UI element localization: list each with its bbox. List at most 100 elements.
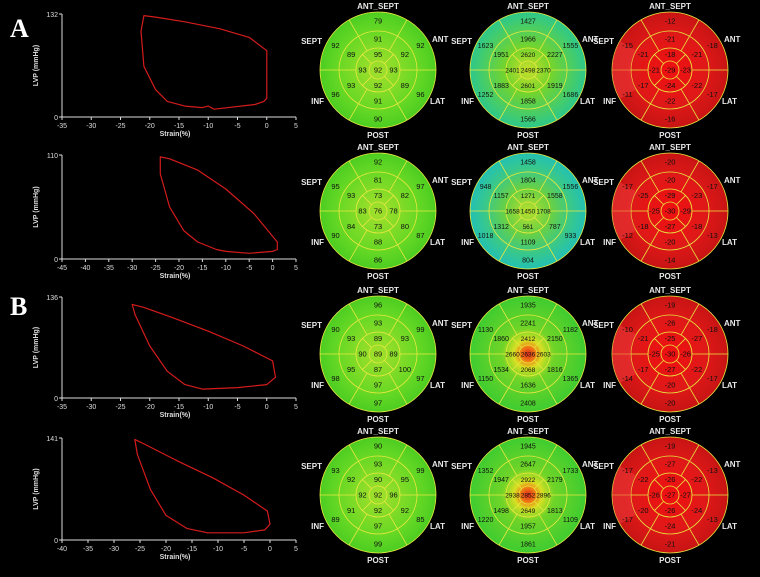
segment-divider: [348, 88, 368, 121]
segment-value: 78: [389, 207, 397, 216]
segment-divider: [512, 338, 522, 348]
y-axis-label: LVP (mmHg): [33, 45, 40, 86]
segment-divider: [680, 160, 700, 193]
segment-value: -29: [665, 191, 676, 200]
segment-value: 91: [374, 35, 382, 44]
label-lat: LAT: [580, 238, 595, 247]
y-axis-label: LVP (mmHg): [33, 468, 40, 509]
segment-value: -25: [649, 207, 660, 216]
label-ant: ANT: [724, 319, 741, 328]
segment-value: 1919: [547, 83, 563, 90]
segment-value: 1458: [520, 160, 536, 167]
segment-divider: [538, 160, 558, 193]
x-tick-label: -30: [86, 404, 96, 411]
label-ant: ANT: [724, 176, 741, 185]
segment-value: 73: [374, 191, 382, 200]
segment-divider: [498, 160, 518, 193]
segment-divider: [538, 229, 558, 262]
bullseye-disk: [320, 12, 436, 128]
segment-value: 92: [374, 491, 382, 500]
bullseye-disk: [612, 12, 728, 128]
segment-divider: [498, 88, 518, 121]
segment-value: -18: [707, 41, 718, 50]
segment-value: 1150: [478, 376, 493, 383]
segment-divider: [348, 372, 368, 405]
label-ant-sept: ANT_SEPT: [357, 427, 399, 436]
segment-value: 2068: [521, 367, 536, 374]
label-inf: INF: [311, 381, 324, 390]
segment-value: 93: [347, 81, 355, 90]
segment-divider: [538, 444, 558, 477]
segment-value: 93: [331, 466, 339, 475]
bullseye-plot-12: -19-13-13-21-17-17-27-22-24-24-20-22 -26-…: [593, 427, 740, 565]
bullseye-disk: [612, 437, 728, 553]
label-sept: SEPT: [301, 321, 322, 330]
segment-value: 2620: [521, 52, 536, 59]
y-tick-label: 132: [46, 12, 58, 19]
segment-divider: [362, 501, 372, 511]
segment-value: 1858: [520, 99, 536, 106]
segment-divider: [388, 19, 408, 52]
label-inf: INF: [603, 238, 616, 247]
segment-divider: [680, 229, 700, 262]
segment-value: -21: [638, 334, 649, 343]
label-sept: SEPT: [301, 37, 322, 46]
pv-loop-line: [159, 156, 278, 254]
segment-value: -17: [622, 515, 633, 524]
segment-divider: [512, 54, 522, 64]
x-tick-label: 0: [268, 546, 272, 553]
label-inf: INF: [603, 522, 616, 531]
segment-value: 90: [374, 442, 382, 451]
segment-divider: [362, 54, 372, 64]
segment-value: 90: [374, 475, 382, 484]
segment-divider: [676, 195, 686, 205]
segment-value: 95: [401, 475, 409, 484]
label-post: POST: [659, 556, 681, 565]
segment-divider: [348, 19, 368, 52]
bullseye-plot-9: -19-18-17-20-14-10-26-27-22-20-17-21 -25-…: [593, 286, 740, 424]
segment-value: 92: [374, 81, 382, 90]
segment-value: 2649: [521, 508, 536, 515]
y-tick-label: 0: [54, 538, 58, 545]
segment-divider: [388, 88, 408, 121]
segment-value: 93: [347, 334, 355, 343]
label-ant-sept: ANT_SEPT: [507, 143, 549, 152]
bullseye-disk: [320, 296, 436, 412]
segment-value: -22: [665, 97, 676, 106]
segment-divider: [680, 88, 700, 121]
segment-value: 1566: [520, 117, 536, 124]
segment-divider: [538, 88, 558, 121]
segment-value: 561: [523, 224, 534, 231]
segment-value: 95: [347, 365, 355, 374]
label-post: POST: [517, 272, 539, 281]
segment-divider: [640, 444, 660, 477]
label-sept: SEPT: [301, 462, 322, 471]
segment-value: 92: [331, 41, 339, 50]
segment-value: 97: [374, 522, 382, 531]
x-tick-label: -10: [213, 546, 223, 553]
bullseye-ring: [368, 485, 388, 505]
bullseye-plot-5: 1458 1556 933 804 1018 948 1804 1558 787 1109 1312…: [451, 143, 598, 281]
segment-value: -17: [707, 374, 718, 383]
segment-value: -20: [665, 399, 676, 408]
segment-value: 1157: [494, 193, 509, 200]
x-tick-label: -35: [57, 404, 67, 411]
segment-value: 92: [374, 66, 382, 75]
segment-value: 99: [416, 466, 424, 475]
segment-value: -13: [707, 231, 718, 240]
segment-divider: [676, 360, 686, 370]
segment-value: 87: [416, 231, 424, 240]
segment-divider: [534, 217, 544, 227]
segment-value: -19: [665, 301, 676, 310]
x-tick-label: -5: [246, 265, 252, 272]
segment-value: -20: [665, 158, 676, 167]
x-tick-label: 0: [271, 265, 275, 272]
segment-highlight: [612, 466, 637, 524]
label-ant-sept: ANT_SEPT: [649, 2, 691, 11]
label-sept: SEPT: [451, 462, 472, 471]
segment-value: 91: [374, 97, 382, 106]
pv-loop-line: [134, 438, 271, 534]
segment-value: 1883: [493, 83, 509, 90]
segment-value: 92: [416, 41, 424, 50]
